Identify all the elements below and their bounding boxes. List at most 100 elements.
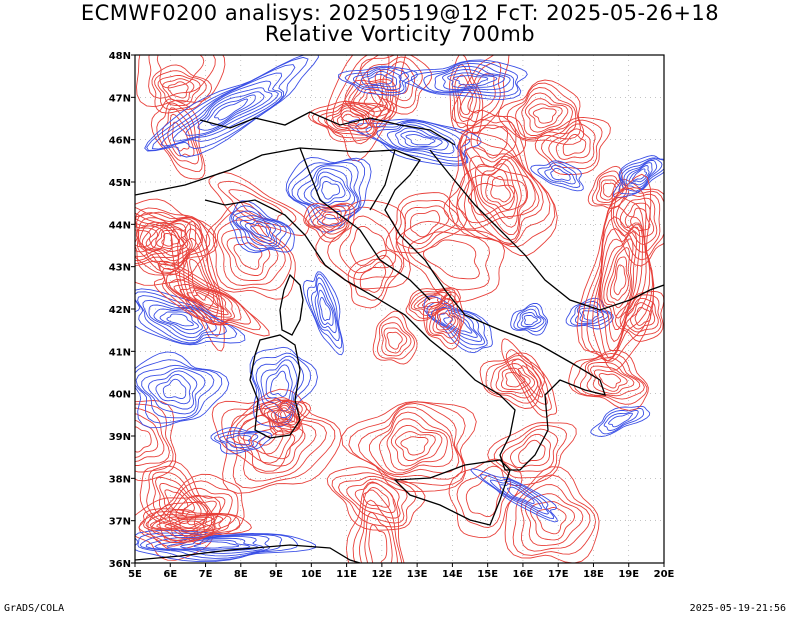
contour-line bbox=[338, 65, 419, 96]
contour-line bbox=[135, 407, 170, 466]
contour-line bbox=[357, 402, 464, 480]
contour-line bbox=[197, 91, 265, 131]
contour-line bbox=[336, 110, 365, 129]
contour-line bbox=[562, 134, 587, 157]
latitude-labels: 48N 47N 46N 45N 44N 43N 42N 41N 40N 39N 38N 37N 36N bbox=[109, 51, 131, 570]
contour-line bbox=[579, 307, 605, 323]
contour-line bbox=[619, 294, 662, 337]
coastline bbox=[369, 149, 396, 211]
contour-line bbox=[403, 205, 450, 244]
contour-line bbox=[490, 358, 539, 399]
contour-line bbox=[609, 256, 629, 301]
contour-line bbox=[443, 312, 478, 338]
contour-line bbox=[528, 103, 563, 129]
contour-line bbox=[599, 224, 644, 352]
lon-label: 12E bbox=[371, 569, 392, 580]
contour-line bbox=[529, 501, 576, 541]
contour-line bbox=[470, 118, 517, 168]
contour-line bbox=[434, 65, 511, 92]
contour-line bbox=[479, 474, 555, 519]
contour-line bbox=[407, 231, 490, 291]
footer-credit: GrADS/COLA bbox=[4, 603, 65, 614]
contour-line bbox=[383, 327, 408, 354]
contour-line bbox=[138, 508, 252, 544]
contour-line bbox=[162, 78, 195, 103]
contour-line bbox=[607, 412, 634, 428]
contour-line bbox=[341, 113, 361, 127]
contour-line bbox=[573, 352, 648, 405]
contour-line bbox=[510, 433, 551, 468]
contour-line bbox=[148, 55, 216, 99]
contour-line bbox=[505, 372, 526, 388]
contour-line bbox=[374, 61, 416, 102]
contour-line bbox=[598, 373, 622, 389]
contour-line bbox=[426, 301, 488, 350]
contour-line bbox=[303, 202, 355, 243]
contour-line bbox=[277, 407, 294, 422]
contour-line bbox=[405, 134, 436, 146]
contour-line bbox=[230, 407, 284, 455]
contour-line bbox=[365, 120, 466, 162]
lon-label: 18E bbox=[583, 569, 604, 580]
contour-line bbox=[400, 130, 443, 148]
contour-line bbox=[170, 220, 225, 352]
contour-line bbox=[255, 355, 304, 419]
contour-line bbox=[141, 367, 206, 415]
contour-line bbox=[390, 424, 443, 467]
contour-line bbox=[593, 369, 628, 392]
contour-line bbox=[601, 230, 638, 330]
contour-line bbox=[135, 400, 177, 482]
lon-label: 14E bbox=[442, 569, 463, 580]
lat-label: 38N bbox=[109, 474, 131, 485]
lon-label: 17E bbox=[548, 569, 569, 580]
contour-line bbox=[231, 205, 292, 252]
contour-line bbox=[270, 370, 290, 397]
contour-line bbox=[172, 80, 279, 142]
contour-line bbox=[228, 189, 283, 221]
contour-line bbox=[568, 349, 649, 411]
contour-line bbox=[372, 310, 418, 365]
contour-line bbox=[352, 489, 403, 563]
contour-line bbox=[143, 511, 241, 542]
contour-line bbox=[386, 418, 448, 471]
contour-line bbox=[261, 399, 307, 433]
contour-line bbox=[317, 289, 334, 326]
contour-line bbox=[405, 287, 461, 322]
contour-line bbox=[326, 55, 406, 162]
contour-line bbox=[316, 176, 346, 204]
contour-line bbox=[513, 305, 547, 332]
contour-line bbox=[432, 302, 459, 334]
contour-line bbox=[423, 62, 515, 94]
contour-line bbox=[355, 119, 471, 165]
contour-line bbox=[308, 205, 348, 235]
contour-line bbox=[449, 315, 473, 334]
contour-line bbox=[135, 211, 203, 276]
contour-line bbox=[497, 79, 584, 145]
contour-line bbox=[368, 524, 388, 563]
contour-line bbox=[339, 215, 397, 274]
contour-line bbox=[135, 359, 223, 424]
contour-line bbox=[205, 201, 296, 300]
contour-line bbox=[235, 215, 282, 247]
contour-line bbox=[506, 82, 581, 140]
contour-line bbox=[179, 287, 229, 316]
map-subtitle: Relative Vorticity 700mb bbox=[264, 22, 536, 46]
coastline bbox=[135, 179, 201, 196]
contour-line bbox=[347, 249, 403, 309]
contour-line bbox=[480, 163, 518, 219]
contour-line bbox=[457, 174, 527, 224]
contour-line bbox=[319, 296, 331, 321]
contour-line bbox=[212, 210, 292, 291]
contour-line bbox=[359, 55, 432, 115]
contour-line bbox=[213, 430, 266, 452]
contour-line bbox=[156, 229, 185, 249]
contour-line bbox=[156, 516, 217, 534]
lon-label: 6E bbox=[163, 569, 177, 580]
lon-label: 13E bbox=[407, 569, 428, 580]
contour-line bbox=[345, 481, 405, 563]
contour-line bbox=[331, 472, 417, 528]
contour-line bbox=[168, 487, 233, 539]
contour-line bbox=[453, 75, 489, 86]
contour-line bbox=[501, 428, 558, 473]
contour-line bbox=[186, 289, 225, 312]
